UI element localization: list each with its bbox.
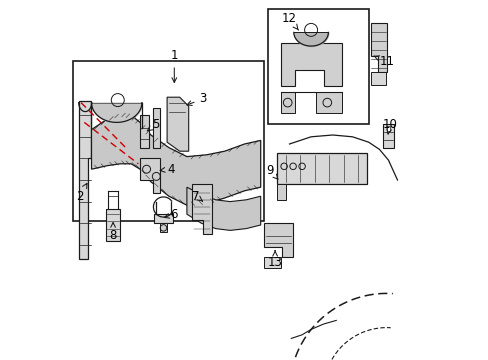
Polygon shape — [264, 257, 280, 268]
Polygon shape — [316, 92, 341, 113]
Text: 9: 9 — [266, 165, 277, 179]
Polygon shape — [140, 158, 160, 193]
Bar — [73, 61, 264, 221]
Text: 10: 10 — [382, 118, 397, 134]
Text: 2: 2 — [76, 183, 87, 203]
Polygon shape — [106, 209, 120, 241]
Polygon shape — [276, 184, 285, 200]
Polygon shape — [186, 187, 260, 230]
Text: 4: 4 — [160, 163, 174, 176]
Text: 12: 12 — [282, 12, 298, 30]
Text: 8: 8 — [109, 222, 117, 242]
Polygon shape — [382, 124, 393, 148]
Text: 1: 1 — [170, 49, 178, 82]
Polygon shape — [386, 126, 389, 131]
Text: 13: 13 — [267, 251, 282, 269]
Polygon shape — [280, 43, 341, 86]
Bar — [267, 9, 368, 124]
Polygon shape — [91, 113, 260, 205]
Polygon shape — [152, 108, 160, 148]
Polygon shape — [153, 214, 173, 223]
Polygon shape — [370, 23, 386, 72]
Polygon shape — [79, 101, 91, 259]
Polygon shape — [280, 92, 294, 113]
Polygon shape — [140, 115, 149, 148]
Text: 6: 6 — [164, 208, 178, 221]
Text: 11: 11 — [373, 55, 393, 68]
Text: 3: 3 — [186, 93, 206, 105]
Polygon shape — [192, 184, 212, 234]
Polygon shape — [276, 153, 366, 184]
Polygon shape — [264, 223, 292, 257]
Polygon shape — [167, 97, 188, 151]
Polygon shape — [370, 72, 385, 85]
Text: 5: 5 — [147, 118, 160, 131]
Text: 7: 7 — [192, 190, 202, 203]
Polygon shape — [160, 223, 167, 232]
